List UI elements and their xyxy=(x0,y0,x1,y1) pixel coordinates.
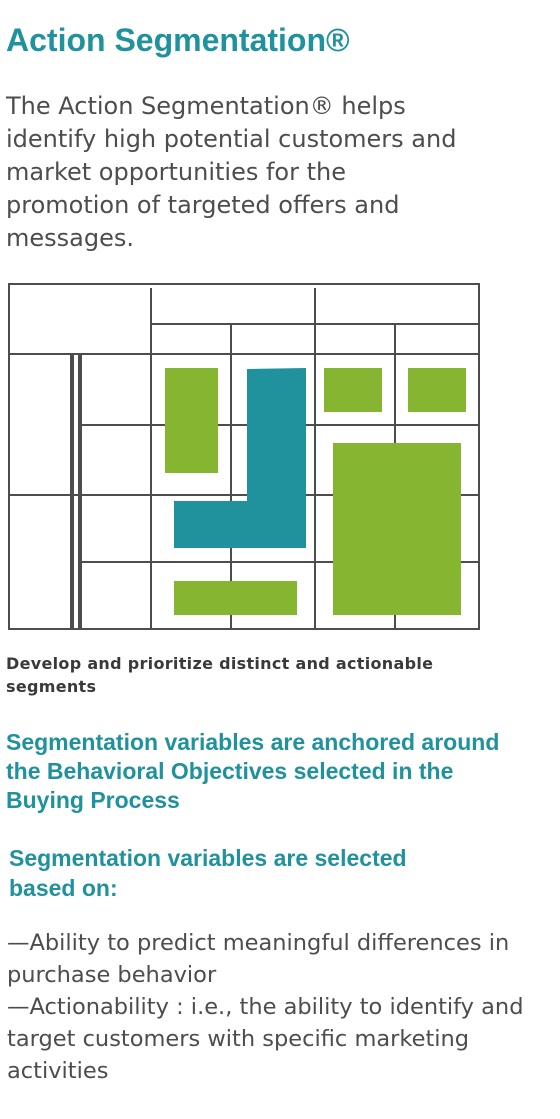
grid-outer-border xyxy=(8,283,480,630)
intro-paragraph: The Action Segmentation® helps identify … xyxy=(6,92,457,252)
green-segment-block xyxy=(165,368,218,473)
green-segment-block xyxy=(324,368,382,412)
criteria-item: —Actionability : i.e., the ability to id… xyxy=(7,994,524,1084)
green-segment-block xyxy=(333,443,461,615)
page-title: Action Segmentation® xyxy=(6,22,350,58)
grid-double-divider xyxy=(78,354,82,629)
criteria-item: —Ability to predict meaningful differenc… xyxy=(7,930,510,988)
criteria-list: —Ability to predict meaningful differenc… xyxy=(7,927,527,1087)
segmentation-grid-diagram xyxy=(8,283,480,630)
diagram-caption: Develop and prioritize distinct and acti… xyxy=(6,654,434,696)
green-segment-block xyxy=(174,581,297,615)
based-on-heading: Segmentation variables are selected base… xyxy=(9,845,407,901)
anchor-statement: Segmentation variables are anchored arou… xyxy=(6,729,500,813)
teal-segment-shape xyxy=(174,368,306,548)
grid-double-divider xyxy=(70,354,74,629)
green-segment-block xyxy=(408,368,466,412)
